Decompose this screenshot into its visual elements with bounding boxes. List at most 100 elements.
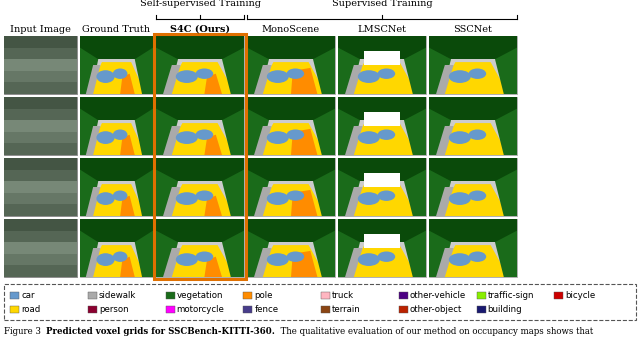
Bar xyxy=(4,219,77,231)
Bar xyxy=(80,36,153,59)
Polygon shape xyxy=(86,65,100,94)
Bar xyxy=(156,97,244,120)
Polygon shape xyxy=(135,231,153,277)
Bar xyxy=(429,36,517,94)
Polygon shape xyxy=(338,109,360,155)
Text: other-vehicle: other-vehicle xyxy=(410,291,466,300)
Ellipse shape xyxy=(267,253,289,266)
Bar xyxy=(80,36,153,94)
Bar xyxy=(4,97,77,155)
Text: The qualitative evaluation of our method on occupancy maps shows that: The qualitative evaluation of our method… xyxy=(275,327,593,337)
Bar xyxy=(80,158,153,216)
Ellipse shape xyxy=(378,190,396,201)
Bar xyxy=(10,292,19,299)
Polygon shape xyxy=(436,65,454,94)
Polygon shape xyxy=(135,169,153,216)
Bar xyxy=(243,306,252,313)
Ellipse shape xyxy=(449,192,471,205)
Ellipse shape xyxy=(267,131,289,144)
Polygon shape xyxy=(86,248,100,277)
Text: other-object: other-object xyxy=(410,304,462,314)
Polygon shape xyxy=(135,48,153,94)
Polygon shape xyxy=(313,169,335,216)
Ellipse shape xyxy=(97,131,115,144)
Bar xyxy=(554,292,563,299)
Polygon shape xyxy=(438,123,508,155)
Bar xyxy=(364,111,399,126)
Ellipse shape xyxy=(113,190,127,201)
Bar xyxy=(477,292,486,299)
Ellipse shape xyxy=(97,70,115,83)
Text: fence: fence xyxy=(254,304,278,314)
Polygon shape xyxy=(80,231,99,277)
Polygon shape xyxy=(135,109,153,155)
Bar xyxy=(4,132,77,143)
Bar xyxy=(88,306,97,313)
Polygon shape xyxy=(404,169,426,216)
Polygon shape xyxy=(222,48,244,94)
Ellipse shape xyxy=(287,129,304,140)
Polygon shape xyxy=(313,231,335,277)
Bar xyxy=(80,219,153,242)
Polygon shape xyxy=(436,187,454,216)
Text: Ground Truth: Ground Truth xyxy=(83,24,150,33)
Bar xyxy=(4,254,77,266)
Polygon shape xyxy=(222,109,244,155)
Polygon shape xyxy=(291,190,317,216)
Bar xyxy=(338,97,426,155)
Bar xyxy=(429,97,517,120)
Ellipse shape xyxy=(176,70,198,83)
Bar xyxy=(10,306,19,313)
Bar xyxy=(4,204,77,216)
Ellipse shape xyxy=(267,192,289,205)
Bar xyxy=(364,173,399,187)
Polygon shape xyxy=(347,62,417,94)
Bar xyxy=(4,219,77,277)
Ellipse shape xyxy=(468,190,486,201)
Bar xyxy=(4,181,77,193)
Polygon shape xyxy=(429,231,451,277)
Polygon shape xyxy=(156,48,178,94)
Ellipse shape xyxy=(358,192,380,205)
Ellipse shape xyxy=(176,192,198,205)
Bar xyxy=(154,34,246,279)
Bar xyxy=(429,158,517,181)
Bar xyxy=(4,48,77,59)
Polygon shape xyxy=(156,169,178,216)
Polygon shape xyxy=(313,48,335,94)
Bar xyxy=(338,158,426,181)
Ellipse shape xyxy=(113,69,127,79)
Text: Figure 3: Figure 3 xyxy=(4,327,46,337)
Ellipse shape xyxy=(449,70,471,83)
Polygon shape xyxy=(165,245,236,277)
Bar xyxy=(429,97,517,155)
Polygon shape xyxy=(163,126,180,155)
Bar xyxy=(247,36,335,59)
Ellipse shape xyxy=(287,190,304,201)
Polygon shape xyxy=(404,48,426,94)
Bar xyxy=(80,97,153,120)
Bar xyxy=(338,36,426,59)
Bar xyxy=(156,158,244,181)
Polygon shape xyxy=(165,184,236,216)
Polygon shape xyxy=(436,126,454,155)
Polygon shape xyxy=(429,109,451,155)
Ellipse shape xyxy=(176,253,198,266)
FancyBboxPatch shape xyxy=(4,284,636,320)
Ellipse shape xyxy=(378,69,396,79)
Polygon shape xyxy=(87,62,146,94)
Text: SSCNet: SSCNet xyxy=(454,24,492,33)
Bar xyxy=(156,97,244,155)
Bar xyxy=(4,231,77,242)
Polygon shape xyxy=(204,257,222,277)
Polygon shape xyxy=(204,196,222,216)
Bar xyxy=(4,120,77,132)
Bar xyxy=(166,306,175,313)
Ellipse shape xyxy=(358,131,380,144)
Polygon shape xyxy=(291,251,317,277)
Polygon shape xyxy=(163,187,180,216)
Polygon shape xyxy=(222,169,244,216)
Text: building: building xyxy=(488,304,522,314)
Bar xyxy=(247,36,335,94)
Bar xyxy=(4,71,77,82)
